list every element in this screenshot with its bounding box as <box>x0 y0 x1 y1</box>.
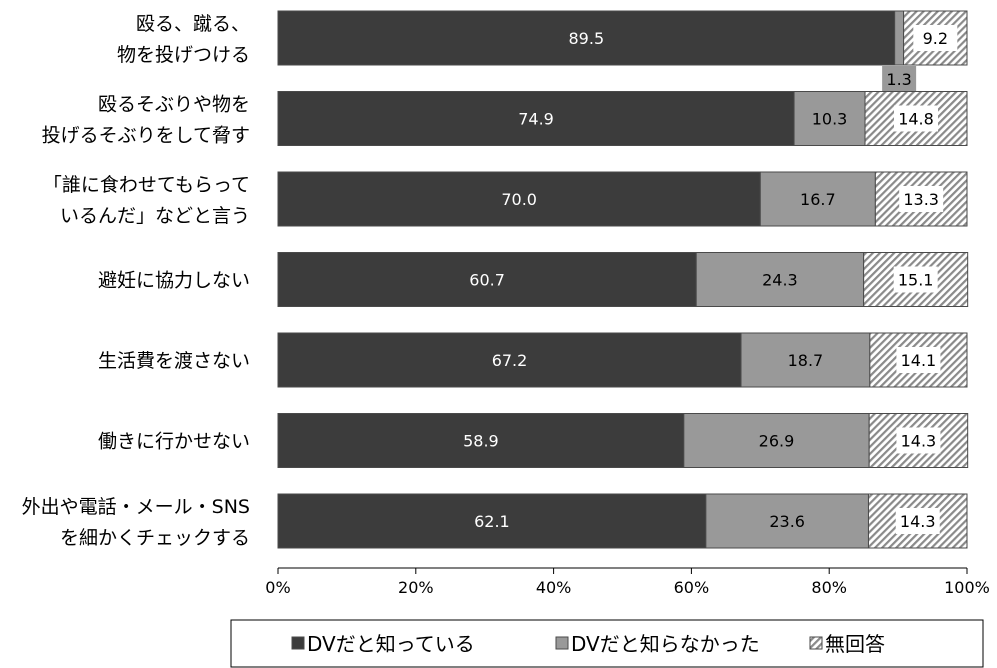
x-tick-label: 60% <box>674 578 710 597</box>
category-label: 生活費を渡さない <box>98 350 250 372</box>
x-tick-label: 0% <box>265 578 290 597</box>
category-label: 「誰に食わせてもらって <box>43 174 250 196</box>
data-label: 16.7 <box>800 190 836 209</box>
legend-label: 無回答 <box>825 632 885 656</box>
category-label: いるんだ」などと言う <box>60 205 250 227</box>
category-label: 投げるそぶりをして脅す <box>42 125 250 147</box>
x-tick-label: 100% <box>944 578 990 597</box>
data-label: 24.3 <box>762 271 798 290</box>
data-label: 89.5 <box>569 29 605 48</box>
data-label: 13.3 <box>903 190 939 209</box>
category-label: を細かくチェックする <box>60 527 250 549</box>
data-label: 14.1 <box>901 351 937 370</box>
data-label: 1.3 <box>886 70 911 89</box>
data-label: 26.9 <box>759 432 795 451</box>
category-label: 外出や電話・メール・SNS <box>22 496 250 518</box>
x-axis: 0% 20% 40% 60% 80% 100% <box>265 568 990 597</box>
bars-layer: 89.5 1.3 9.2 74.9 10.3 14.8 70.0 16.7 13.3 60.7 24… <box>278 11 968 548</box>
category-label: 殴る、蹴る、 <box>136 13 250 35</box>
legend-label: DVだと知っている <box>307 632 475 656</box>
data-label: 62.1 <box>474 512 510 531</box>
data-label: 58.9 <box>463 432 499 451</box>
category-label: 殴るそぶりや物を <box>98 94 250 116</box>
data-label: 15.1 <box>898 271 934 290</box>
data-label: 14.8 <box>898 110 934 129</box>
category-label: 物を投げつける <box>117 44 250 66</box>
legend-swatch <box>292 637 304 649</box>
data-label: 10.3 <box>812 110 848 129</box>
category-label: 働きに行かせない <box>98 431 250 453</box>
data-label: 14.3 <box>901 432 937 451</box>
x-tick-label: 40% <box>536 578 572 597</box>
category-label: 避妊に協力しない <box>98 270 250 292</box>
bar-segment-2-row-1 <box>895 11 904 65</box>
legend-swatch <box>810 637 822 649</box>
data-label: 18.7 <box>788 351 824 370</box>
legend-label: DVだと知らなかった <box>571 632 760 656</box>
category-labels: 殴る、蹴る、物を投げつける殴るそぶりや物を投げるそぶりをして脅す「誰に食わせても… <box>22 13 250 549</box>
data-label: 60.7 <box>469 271 505 290</box>
data-label: 9.2 <box>923 29 948 48</box>
x-tick-label: 20% <box>398 578 434 597</box>
data-label: 67.2 <box>492 351 528 370</box>
data-label: 23.6 <box>769 512 805 531</box>
data-label: 14.3 <box>900 512 936 531</box>
x-tick-label: 80% <box>811 578 847 597</box>
data-label: 70.0 <box>501 190 537 209</box>
legend-swatch <box>556 637 568 649</box>
legend: DVだと知っている DVだと知らなかった 無回答 <box>231 620 983 667</box>
data-label: 74.9 <box>518 110 554 129</box>
